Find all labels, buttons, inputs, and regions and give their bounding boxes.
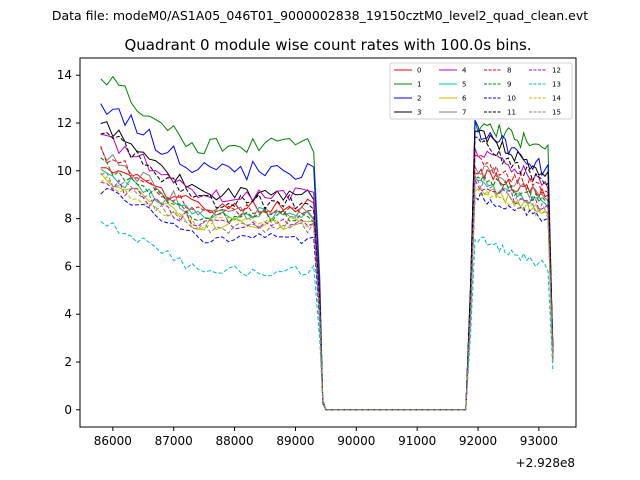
legend-label: 10	[507, 95, 516, 103]
legend-label: 15	[552, 109, 561, 117]
series-line-14	[100, 175, 554, 411]
suptitle: Data file: modeM0/AS1A05_046T01_90000028…	[52, 8, 588, 23]
series-line-3	[100, 121, 554, 411]
legend-label: 5	[462, 81, 466, 89]
legend-label: 12	[552, 67, 561, 75]
legend-label: 6	[462, 95, 467, 103]
legend-label: 0	[417, 67, 421, 75]
y-tick-label: 6	[64, 259, 72, 273]
series-line-12	[100, 179, 554, 411]
x-axis: 86000 87000 88000 89000 90000 91000 92000 93000	[94, 427, 558, 448]
series-line-6	[100, 172, 554, 411]
series-line-15	[100, 172, 554, 411]
x-tick-label: 88000	[215, 434, 253, 448]
series-line-0	[100, 167, 554, 411]
y-tick-label: 0	[64, 403, 72, 417]
y-tick-label: 4	[64, 307, 72, 321]
axes-frame	[79, 57, 577, 428]
series-line-2	[100, 103, 554, 411]
legend-label: 3	[417, 109, 421, 117]
series-line-13	[100, 221, 554, 411]
series-line-7	[100, 147, 554, 411]
y-tick-label: 10	[57, 164, 72, 178]
x-tick-label: 89000	[276, 434, 314, 448]
x-tick-label: 90000	[337, 434, 375, 448]
series-line-8	[100, 146, 554, 411]
series-line-1	[100, 75, 554, 411]
x-tick-label: 91000	[398, 434, 436, 448]
plot-lines	[100, 75, 554, 411]
legend-label: 13	[552, 81, 561, 89]
legend-label: 2	[417, 95, 421, 103]
y-tick-label: 8	[64, 212, 72, 226]
legend-label: 8	[507, 67, 511, 75]
series-line-5	[100, 168, 554, 411]
chart-title: Quadrant 0 module wise count rates with …	[124, 36, 531, 54]
y-axis: 0 2 4 6 8 10 12 14	[57, 68, 80, 417]
legend-label: 1	[417, 81, 421, 89]
series-line-9	[100, 157, 554, 411]
y-tick-label: 2	[64, 355, 72, 369]
legend-label: 11	[507, 109, 516, 117]
legend-label: 4	[462, 67, 467, 75]
x-offset-label: +2.928e8	[516, 456, 575, 470]
x-tick-label: 92000	[459, 434, 497, 448]
legend-box	[389, 62, 573, 120]
y-tick-label: 12	[57, 116, 72, 130]
legend-label: 9	[507, 81, 511, 89]
series-line-10	[100, 187, 554, 411]
series-line-4	[100, 133, 554, 411]
legend-label: 7	[462, 109, 466, 117]
x-tick-label: 87000	[155, 434, 193, 448]
series-line-11	[100, 132, 554, 411]
x-tick-label: 93000	[520, 434, 558, 448]
legend-label: 14	[552, 95, 561, 103]
y-tick-label: 14	[57, 68, 72, 82]
x-tick-label: 86000	[94, 434, 132, 448]
